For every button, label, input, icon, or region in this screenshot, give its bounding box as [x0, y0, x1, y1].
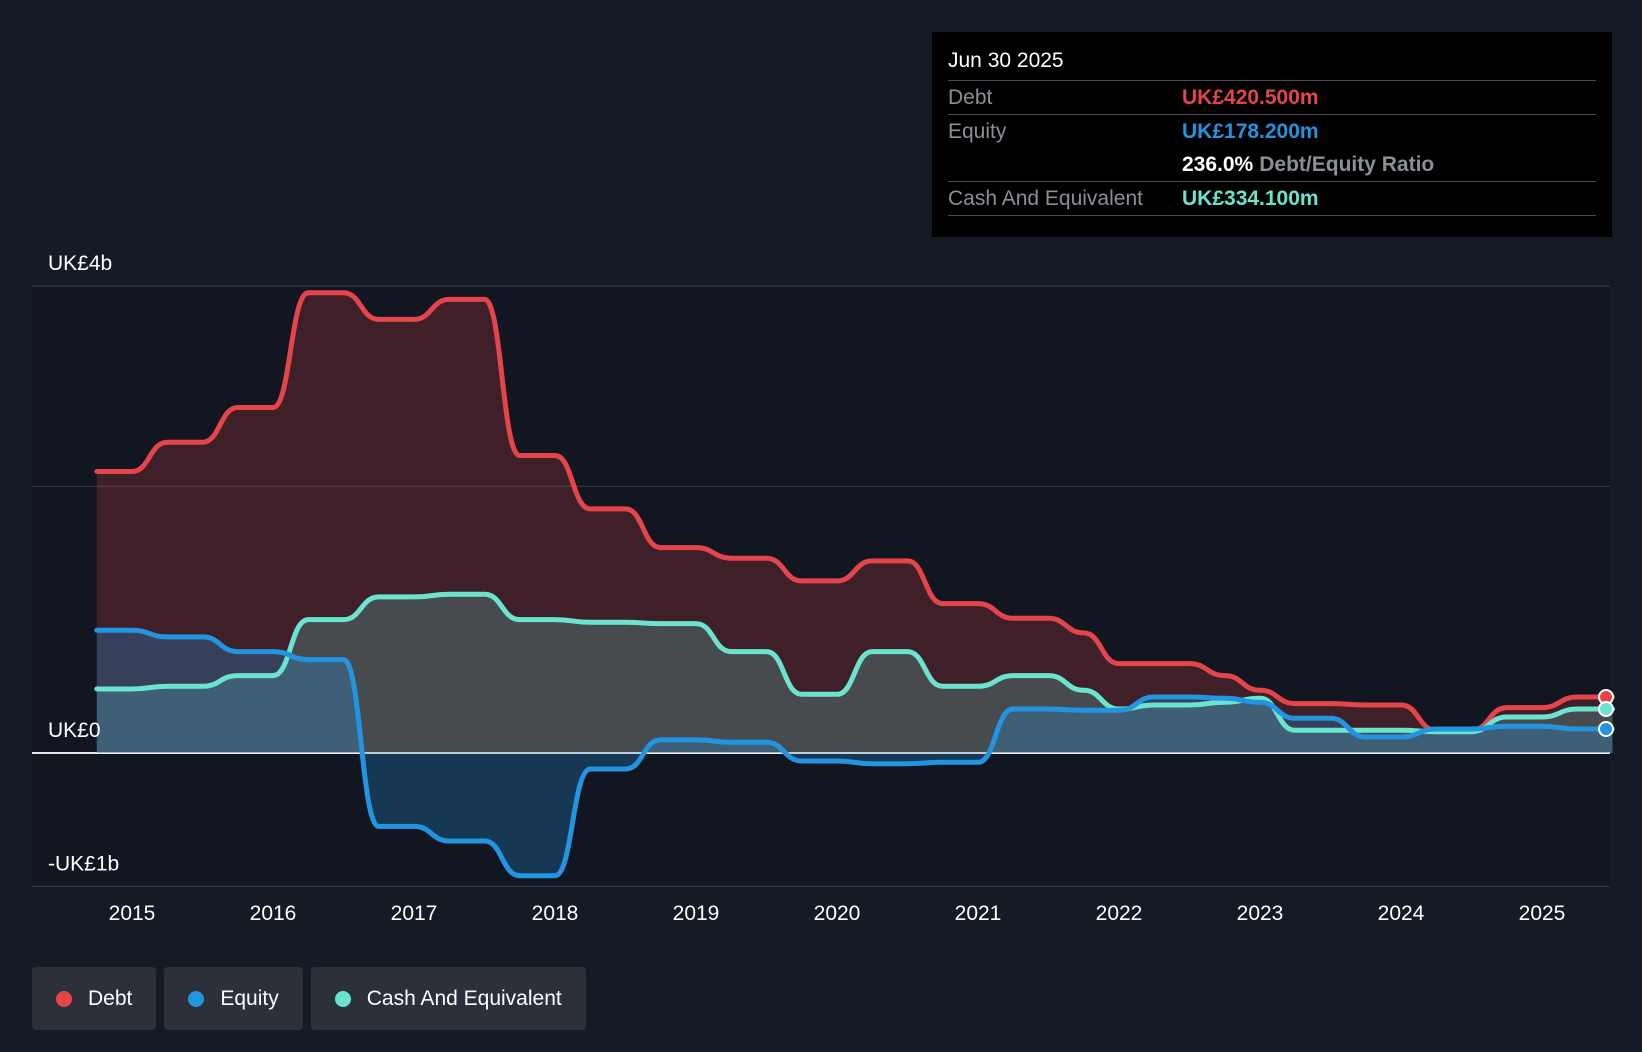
plot-background — [32, 285, 1610, 887]
legend-cash-label: Cash And Equivalent — [366, 986, 562, 1010]
debt-line — [94, 290, 1615, 733]
x-axis-label-2022: 2022 — [1096, 902, 1143, 925]
x-axis-label-2023: 2023 — [1237, 902, 1284, 925]
y-axis-label-1: UK£0 — [48, 719, 101, 742]
endpoint-layer — [1598, 688, 1614, 737]
tooltip-debt-value: UK£420.500m — [1182, 85, 1319, 109]
tooltip-ratio-label: Debt/Equity Ratio — [1259, 152, 1435, 176]
x-axis-labels: 2015 2016 2017 2018 2019 2020 2021 2022 2023 2024… — [109, 902, 1566, 925]
legend-item-cash[interactable]: Cash And Equivalent — [310, 967, 586, 1030]
x-axis-label-2020: 2020 — [814, 902, 861, 925]
x-axis-label-2021: 2021 — [955, 902, 1002, 925]
x-axis-label-2025: 2025 — [1519, 902, 1566, 925]
line-layer — [94, 290, 1615, 879]
cash-and-equivalent-endpoint — [1598, 700, 1614, 717]
tooltip-equity-value: UK£178.200m — [1182, 119, 1319, 143]
y-axis-label-0: UK£4b — [48, 252, 112, 275]
tooltip-row-ratio: 236.0% Debt/Equity Ratio — [948, 148, 1596, 181]
equity-dot-icon — [188, 990, 205, 1007]
tooltip-cash-value: UK£334.100m — [1182, 186, 1319, 210]
x-axis-label-2015: 2015 — [109, 902, 156, 925]
equity-endpoint — [1598, 720, 1614, 737]
legend-equity-label: Equity — [220, 986, 279, 1010]
legend-item-equity[interactable]: Equity — [164, 967, 303, 1030]
tooltip-debt-label: Debt — [948, 85, 993, 109]
equity-area — [96, 630, 1613, 876]
tooltip-row-debt: Debt UK£420.500m — [948, 80, 1596, 114]
x-axis-label-2024: 2024 — [1378, 902, 1425, 925]
tooltip-cash-label: Cash And Equivalent — [948, 186, 1143, 210]
cash-and-equivalent-line — [94, 591, 1615, 735]
x-axis-label-2016: 2016 — [250, 902, 297, 925]
grid-layer — [32, 285, 1610, 887]
legend: Debt Equity Cash And Equivalent — [32, 967, 586, 1030]
x-axis-label-2017: 2017 — [391, 902, 438, 925]
x-axis-label-2018: 2018 — [532, 902, 579, 925]
tooltip-date: Jun 30 2025 — [948, 49, 1064, 72]
legend-debt-label: Debt — [88, 986, 133, 1010]
tooltip-row-equity: Equity UK£178.200m — [948, 114, 1596, 148]
x-axis-label-2019: 2019 — [673, 902, 720, 925]
cash-dot-icon — [334, 990, 351, 1007]
debt-area — [96, 292, 1613, 753]
y-axis-labels: UK£4b UK£0 -UK£1b — [48, 252, 119, 875]
tooltip-ratio-value: 236.0% — [1182, 152, 1254, 176]
legend-item-debt[interactable]: Debt — [32, 967, 157, 1030]
tooltip-row-cash: Cash And Equivalent UK£334.100m — [948, 181, 1596, 216]
equity-line — [94, 627, 1615, 879]
tooltip-panel: Jun 30 2025 Debt UK£420.500m Equity UK£1… — [932, 32, 1612, 237]
tooltip-equity-label: Equity — [948, 119, 1007, 143]
y-axis-label-2: -UK£1b — [48, 852, 119, 875]
debt-dot-icon — [56, 990, 72, 1007]
